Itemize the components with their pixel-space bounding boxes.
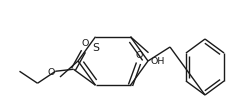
Text: OH: OH <box>151 56 165 65</box>
Text: O: O <box>47 67 55 76</box>
Text: O: O <box>82 39 89 48</box>
Text: O: O <box>136 51 143 60</box>
Text: S: S <box>92 42 99 52</box>
